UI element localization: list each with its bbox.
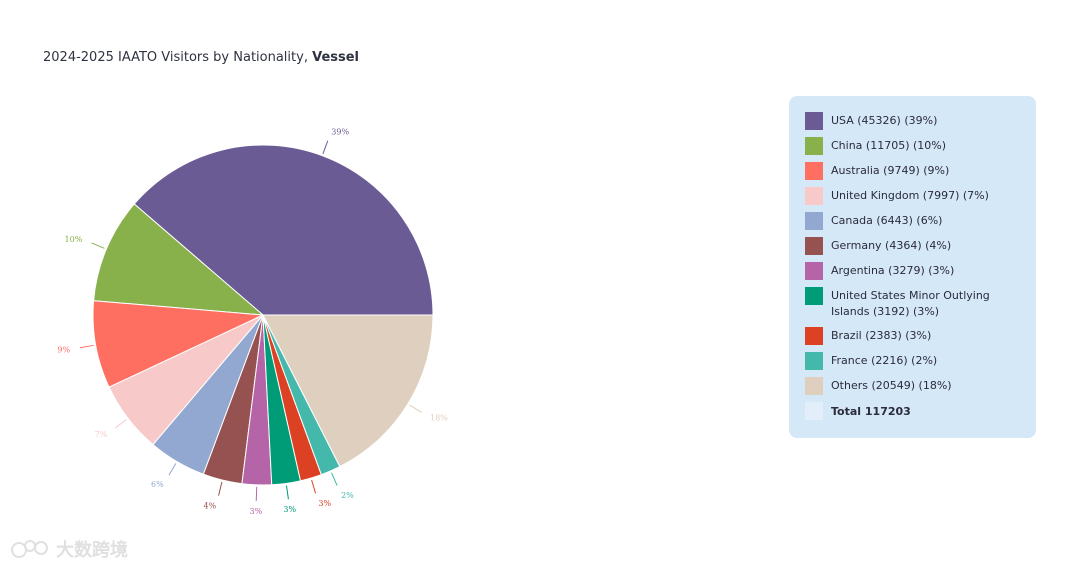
legend-item[interactable]: China (11705) (10%) <box>805 137 1026 155</box>
legend-swatch <box>805 327 823 345</box>
legend-swatch <box>805 287 823 305</box>
legend-label: United States Minor Outlying Islands (31… <box>831 289 990 318</box>
legend-swatch <box>805 212 823 230</box>
legend-total-label: Total 117203 <box>831 404 911 418</box>
legend-label: Brazil (2383) (3%) <box>831 329 932 342</box>
legend-label: Canada (6443) (6%) <box>831 214 943 227</box>
pie-leader-line <box>255 486 258 501</box>
legend-swatch <box>805 237 823 255</box>
pie-slice[interactable] <box>93 203 265 316</box>
legend-swatch <box>805 377 823 395</box>
pie-leader-line <box>322 140 329 154</box>
pie-slice-label: 2% <box>341 491 354 500</box>
pie-slice-label: 3% <box>318 499 331 508</box>
pie-leader-line <box>331 472 338 486</box>
legend-total-swatch <box>805 402 823 420</box>
legend-label: Germany (4364) (4%) <box>831 239 952 252</box>
legend-swatch <box>805 137 823 155</box>
legend-item[interactable]: Germany (4364) (4%) <box>805 237 1026 255</box>
watermark: 大数跨境 <box>10 536 128 562</box>
pie-slice-label: 4% <box>203 501 216 510</box>
legend-item[interactable]: USA (45326) (39%) <box>805 112 1026 130</box>
legend-label: USA (45326) (39%) <box>831 114 938 127</box>
pie-leader-line <box>91 242 105 249</box>
legend-item[interactable]: Canada (6443) (6%) <box>805 212 1026 230</box>
legend-label: Australia (9749) (9%) <box>831 164 950 177</box>
pie-leader-line <box>311 479 317 494</box>
legend-swatch <box>805 262 823 280</box>
pie-slice-label: 7% <box>95 430 108 439</box>
legend-label: Argentina (3279) (3%) <box>831 264 955 277</box>
pie-slice[interactable] <box>262 314 434 468</box>
legend-item[interactable]: United States Minor Outlying Islands (31… <box>805 287 1026 320</box>
legend-label: China (11705) (10%) <box>831 139 947 152</box>
chart-title-bold: Vessel <box>312 50 360 65</box>
legend-item[interactable]: United Kingdom (7997) (7%) <box>805 187 1026 205</box>
legend-label: United Kingdom (7997) (7%) <box>831 189 989 202</box>
pie-leader-line <box>168 463 177 476</box>
pie-slice-label: 18% <box>430 414 448 423</box>
pie-slice-label: 3% <box>283 505 296 514</box>
pie-slice-label: 9% <box>57 346 70 355</box>
pie-leader-line <box>114 419 127 429</box>
chart-title: 2024-2025 IAATO Visitors by Nationality,… <box>43 50 359 65</box>
pie-leader-line <box>409 404 422 413</box>
legend-swatch <box>805 112 823 130</box>
legend-item[interactable]: Argentina (3279) (3%) <box>805 262 1026 280</box>
legend-item[interactable]: Australia (9749) (9%) <box>805 162 1026 180</box>
legend: USA (45326) (39%) China (11705) (10%) Aust… <box>789 96 1036 438</box>
pie-leader-line <box>79 344 94 349</box>
pie-slice[interactable] <box>133 144 434 316</box>
legend-label: Others (20549) (18%) <box>831 379 952 392</box>
pie-leader-line <box>286 485 289 500</box>
legend-total: Total 117203 <box>805 402 1026 420</box>
legend-item[interactable]: Others (20549) (18%) <box>805 377 1026 395</box>
pie-slice-label: 3% <box>250 507 263 516</box>
legend-item[interactable]: France (2216) (2%) <box>805 352 1026 370</box>
pie-slice-label: 39% <box>331 127 349 136</box>
chart-title-prefix: 2024-2025 IAATO Visitors by Nationality, <box>43 50 313 65</box>
legend-swatch <box>805 162 823 180</box>
legend-swatch <box>805 352 823 370</box>
pie-leader-line <box>218 481 223 496</box>
pie-chart: 39% 10% 9% 7% 6% 4% 3% 3% 3% 2% 18% <box>57 127 448 516</box>
legend-item[interactable]: Brazil (2383) (3%) <box>805 327 1026 345</box>
pie-slice[interactable] <box>92 300 265 388</box>
legend-swatch <box>805 187 823 205</box>
watermark-text: 大数跨境 <box>56 540 128 561</box>
legend-label: France (2216) (2%) <box>831 354 938 367</box>
pie-slice-label: 6% <box>151 480 164 489</box>
pie-slice-label: 10% <box>65 235 83 244</box>
cloud-logo-icon <box>11 540 48 558</box>
